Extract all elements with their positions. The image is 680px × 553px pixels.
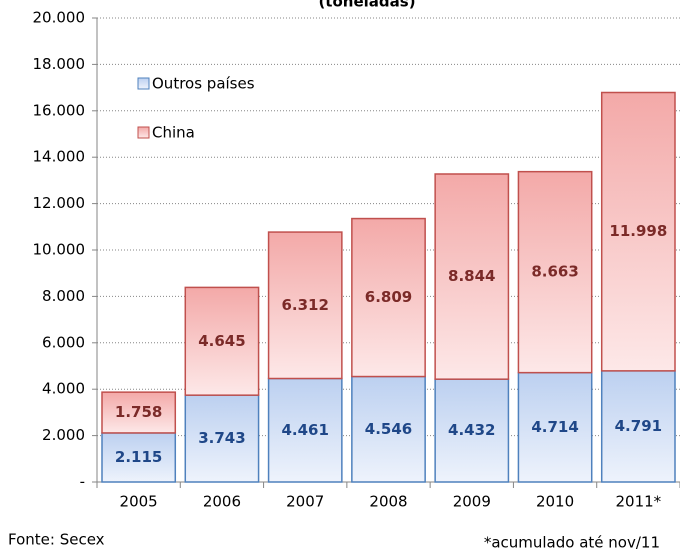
- value-label: 4.714: [531, 418, 578, 436]
- x-tick-label: 2010: [536, 493, 574, 511]
- y-tick-label: 8.000: [42, 287, 85, 305]
- y-tick-label: 6.000: [42, 333, 85, 351]
- chart-title: (toneladas): [318, 0, 415, 11]
- bar-segment: [517, 170, 593, 374]
- value-label: 2.115: [115, 448, 162, 466]
- y-tick-label: 12.000: [33, 194, 86, 212]
- value-label: 6.312: [281, 296, 328, 314]
- value-label: 4.546: [365, 420, 412, 438]
- bar-segment: [351, 217, 426, 378]
- bar-segment: [101, 432, 177, 483]
- x-tick-label: 2007: [286, 493, 324, 511]
- bar-segment: [434, 173, 510, 380]
- legend-swatch: [137, 126, 150, 139]
- x-tick-label: 2005: [120, 493, 158, 511]
- x-tick-label: 2009: [453, 493, 491, 511]
- value-label: 4.432: [448, 421, 495, 439]
- y-tick-label: 20.000: [33, 9, 86, 27]
- bar-segment: [267, 231, 343, 380]
- bar-segment: [600, 370, 676, 483]
- note: *acumulado até nov/11: [484, 534, 660, 552]
- value-label: 3.743: [198, 429, 245, 447]
- value-label: 4.645: [198, 332, 245, 350]
- bar-segment: [267, 377, 343, 483]
- y-tick-label: 16.000: [33, 101, 86, 119]
- value-label: 4.791: [615, 417, 662, 435]
- value-label: 8.663: [531, 263, 578, 281]
- legend-label: Outros países: [152, 75, 255, 93]
- y-tick-label: 2.000: [42, 426, 85, 444]
- bar-segment: [184, 286, 260, 396]
- bar-segment: [434, 378, 510, 483]
- bar-segment: [600, 91, 676, 372]
- value-label: 4.461: [281, 421, 328, 439]
- value-label: 1.758: [115, 403, 162, 421]
- y-tick-label: 4.000: [42, 380, 85, 398]
- legend-label: China: [152, 124, 195, 142]
- value-label: 11.998: [609, 222, 667, 240]
- bar-segment: [184, 394, 260, 483]
- source: Fonte: Secex: [8, 531, 105, 549]
- bar-segment: [101, 391, 177, 434]
- value-label: 8.844: [448, 267, 495, 285]
- bar-segment: [351, 375, 426, 483]
- y-tick-label: 10.000: [33, 241, 86, 259]
- x-tick-label: 2006: [203, 493, 241, 511]
- x-tick-label: 2011*: [616, 493, 662, 511]
- bar-segment: [517, 371, 593, 483]
- x-tick-label: 2008: [369, 493, 407, 511]
- value-label: 6.809: [365, 288, 412, 306]
- y-tick-label: 18.000: [33, 55, 86, 73]
- y-tick-label: -: [80, 473, 85, 491]
- y-tick-label: 14.000: [33, 148, 86, 166]
- legend-swatch: [137, 77, 150, 90]
